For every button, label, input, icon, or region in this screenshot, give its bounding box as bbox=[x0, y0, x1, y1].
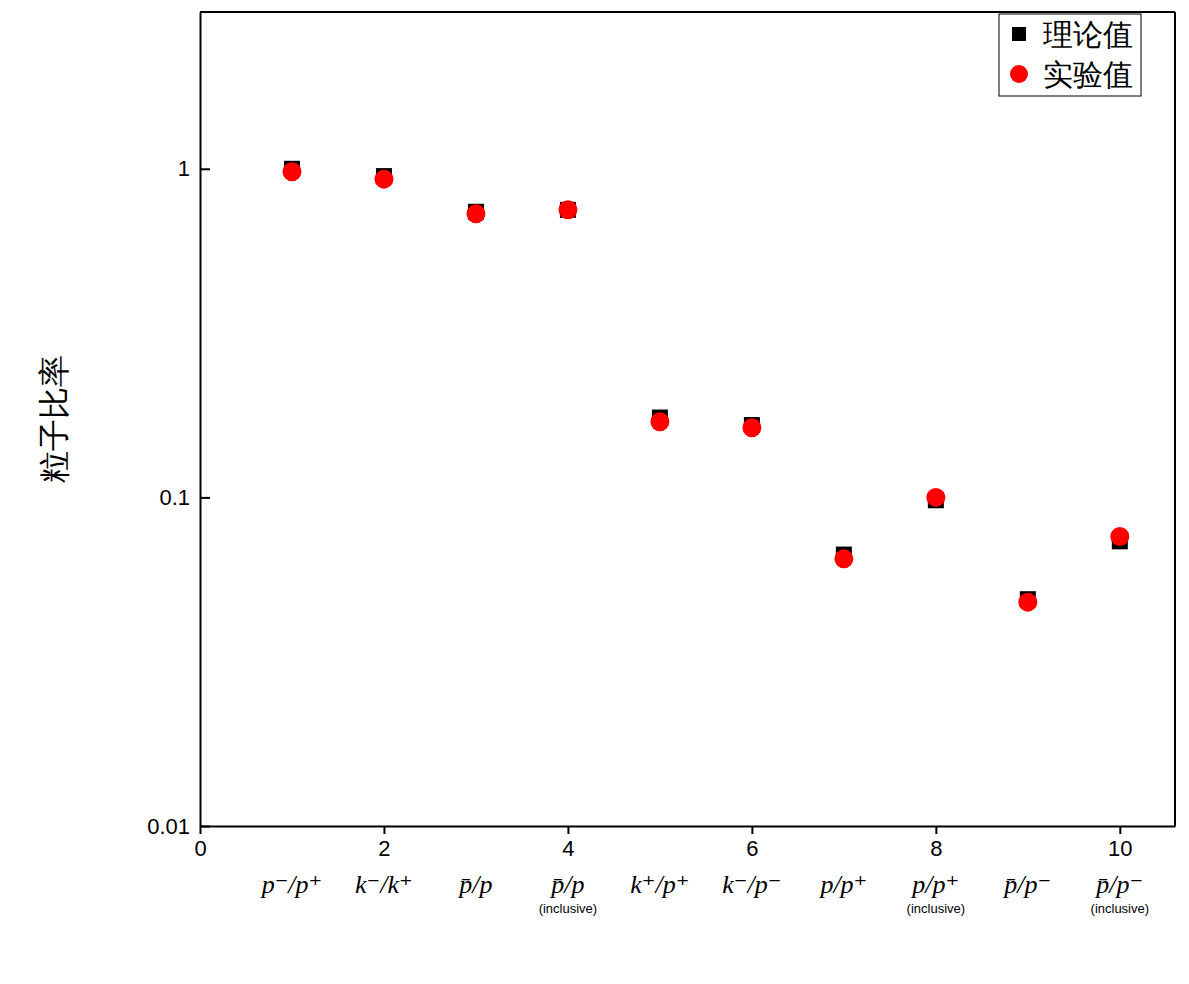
x-tick: 8 bbox=[930, 826, 942, 861]
x-axis-line bbox=[201, 826, 1176, 828]
x-tick-mark bbox=[200, 826, 202, 834]
frame-right bbox=[1174, 12, 1176, 826]
legend: 理论值实验值 bbox=[999, 14, 1141, 96]
x-tick: 6 bbox=[746, 826, 758, 861]
category-label: p/p⁺(inclusive) bbox=[907, 870, 966, 916]
series-1 bbox=[282, 162, 1129, 611]
category-label: k⁻/p⁻ bbox=[722, 870, 781, 899]
legend-label: 理论值 bbox=[1043, 18, 1133, 51]
y-axis-line bbox=[200, 13, 202, 827]
data-point bbox=[1110, 527, 1129, 546]
category-label: k⁺/p⁺ bbox=[630, 870, 689, 899]
y-tick-label: 0.1 bbox=[159, 485, 190, 510]
data-point bbox=[466, 204, 485, 223]
x-tick-label: 4 bbox=[562, 836, 574, 861]
legend-box bbox=[999, 14, 1141, 96]
x-tick: 10 bbox=[1108, 826, 1132, 861]
data-point bbox=[742, 418, 761, 437]
category-label: p⁻/p⁺ bbox=[260, 870, 323, 899]
plot-area bbox=[282, 161, 1129, 612]
category-label: p̄/p⁻(inclusive) bbox=[1091, 870, 1150, 916]
chart: 0.010.110246810p⁻/p⁺k⁻/k⁺p̄/pp̄/p(inclus… bbox=[0, 0, 1189, 984]
y-tick-label: 1 bbox=[178, 156, 190, 181]
x-tick-mark bbox=[383, 826, 385, 834]
legend-label: 实验值 bbox=[1043, 58, 1133, 91]
y-tick: 1 bbox=[178, 156, 210, 181]
data-point bbox=[834, 549, 853, 568]
x-tick: 0 bbox=[194, 826, 206, 861]
category-label: p̄/p bbox=[457, 870, 492, 899]
x-tick-mark bbox=[1119, 826, 1121, 834]
category-label: p̄/p(inclusive) bbox=[539, 870, 598, 916]
y-tick-mark bbox=[200, 497, 210, 499]
legend-symbol bbox=[1010, 65, 1028, 83]
y-axis: 0.01 0.1 1 bbox=[147, 13, 210, 839]
y-tick-label: 0.01 bbox=[147, 814, 190, 839]
x-tick-mark bbox=[935, 826, 937, 834]
x-tick-label: 0 bbox=[194, 836, 206, 861]
series-0 bbox=[284, 161, 1128, 607]
frame-top bbox=[200, 11, 1175, 13]
x-tick-label: 2 bbox=[378, 836, 390, 861]
x-tick-label: 10 bbox=[1108, 836, 1132, 861]
category-label: p̄/p⁻ bbox=[1002, 870, 1051, 899]
x-tick-mark bbox=[567, 826, 569, 834]
x-tick: 2 bbox=[378, 826, 390, 861]
data-point bbox=[926, 488, 945, 507]
x-tick-label: 8 bbox=[930, 836, 942, 861]
y-tick-mark bbox=[200, 168, 210, 170]
x-axis: 0 2 4 6 8 10 bbox=[194, 826, 1175, 861]
data-point bbox=[1018, 593, 1037, 612]
category-label: k⁻/k⁺ bbox=[355, 870, 413, 899]
category-label: p/p⁺ bbox=[818, 870, 867, 899]
data-point bbox=[650, 412, 669, 431]
data-point bbox=[558, 200, 577, 219]
legend-symbol bbox=[1012, 27, 1026, 41]
x-tick: 4 bbox=[562, 826, 574, 861]
data-point bbox=[374, 170, 393, 189]
x-tick-mark bbox=[751, 826, 753, 834]
x-tick-label: 6 bbox=[746, 836, 758, 861]
y-tick: 0.1 bbox=[159, 485, 210, 510]
category-labels: p⁻/p⁺ k⁻/k⁺ p̄/p p̄/p(inclusive) k⁺/p⁺ k⁻/p⁻ p… bbox=[260, 870, 1149, 916]
y-axis-title: 粒子比率 bbox=[36, 355, 72, 483]
data-point bbox=[282, 162, 301, 181]
